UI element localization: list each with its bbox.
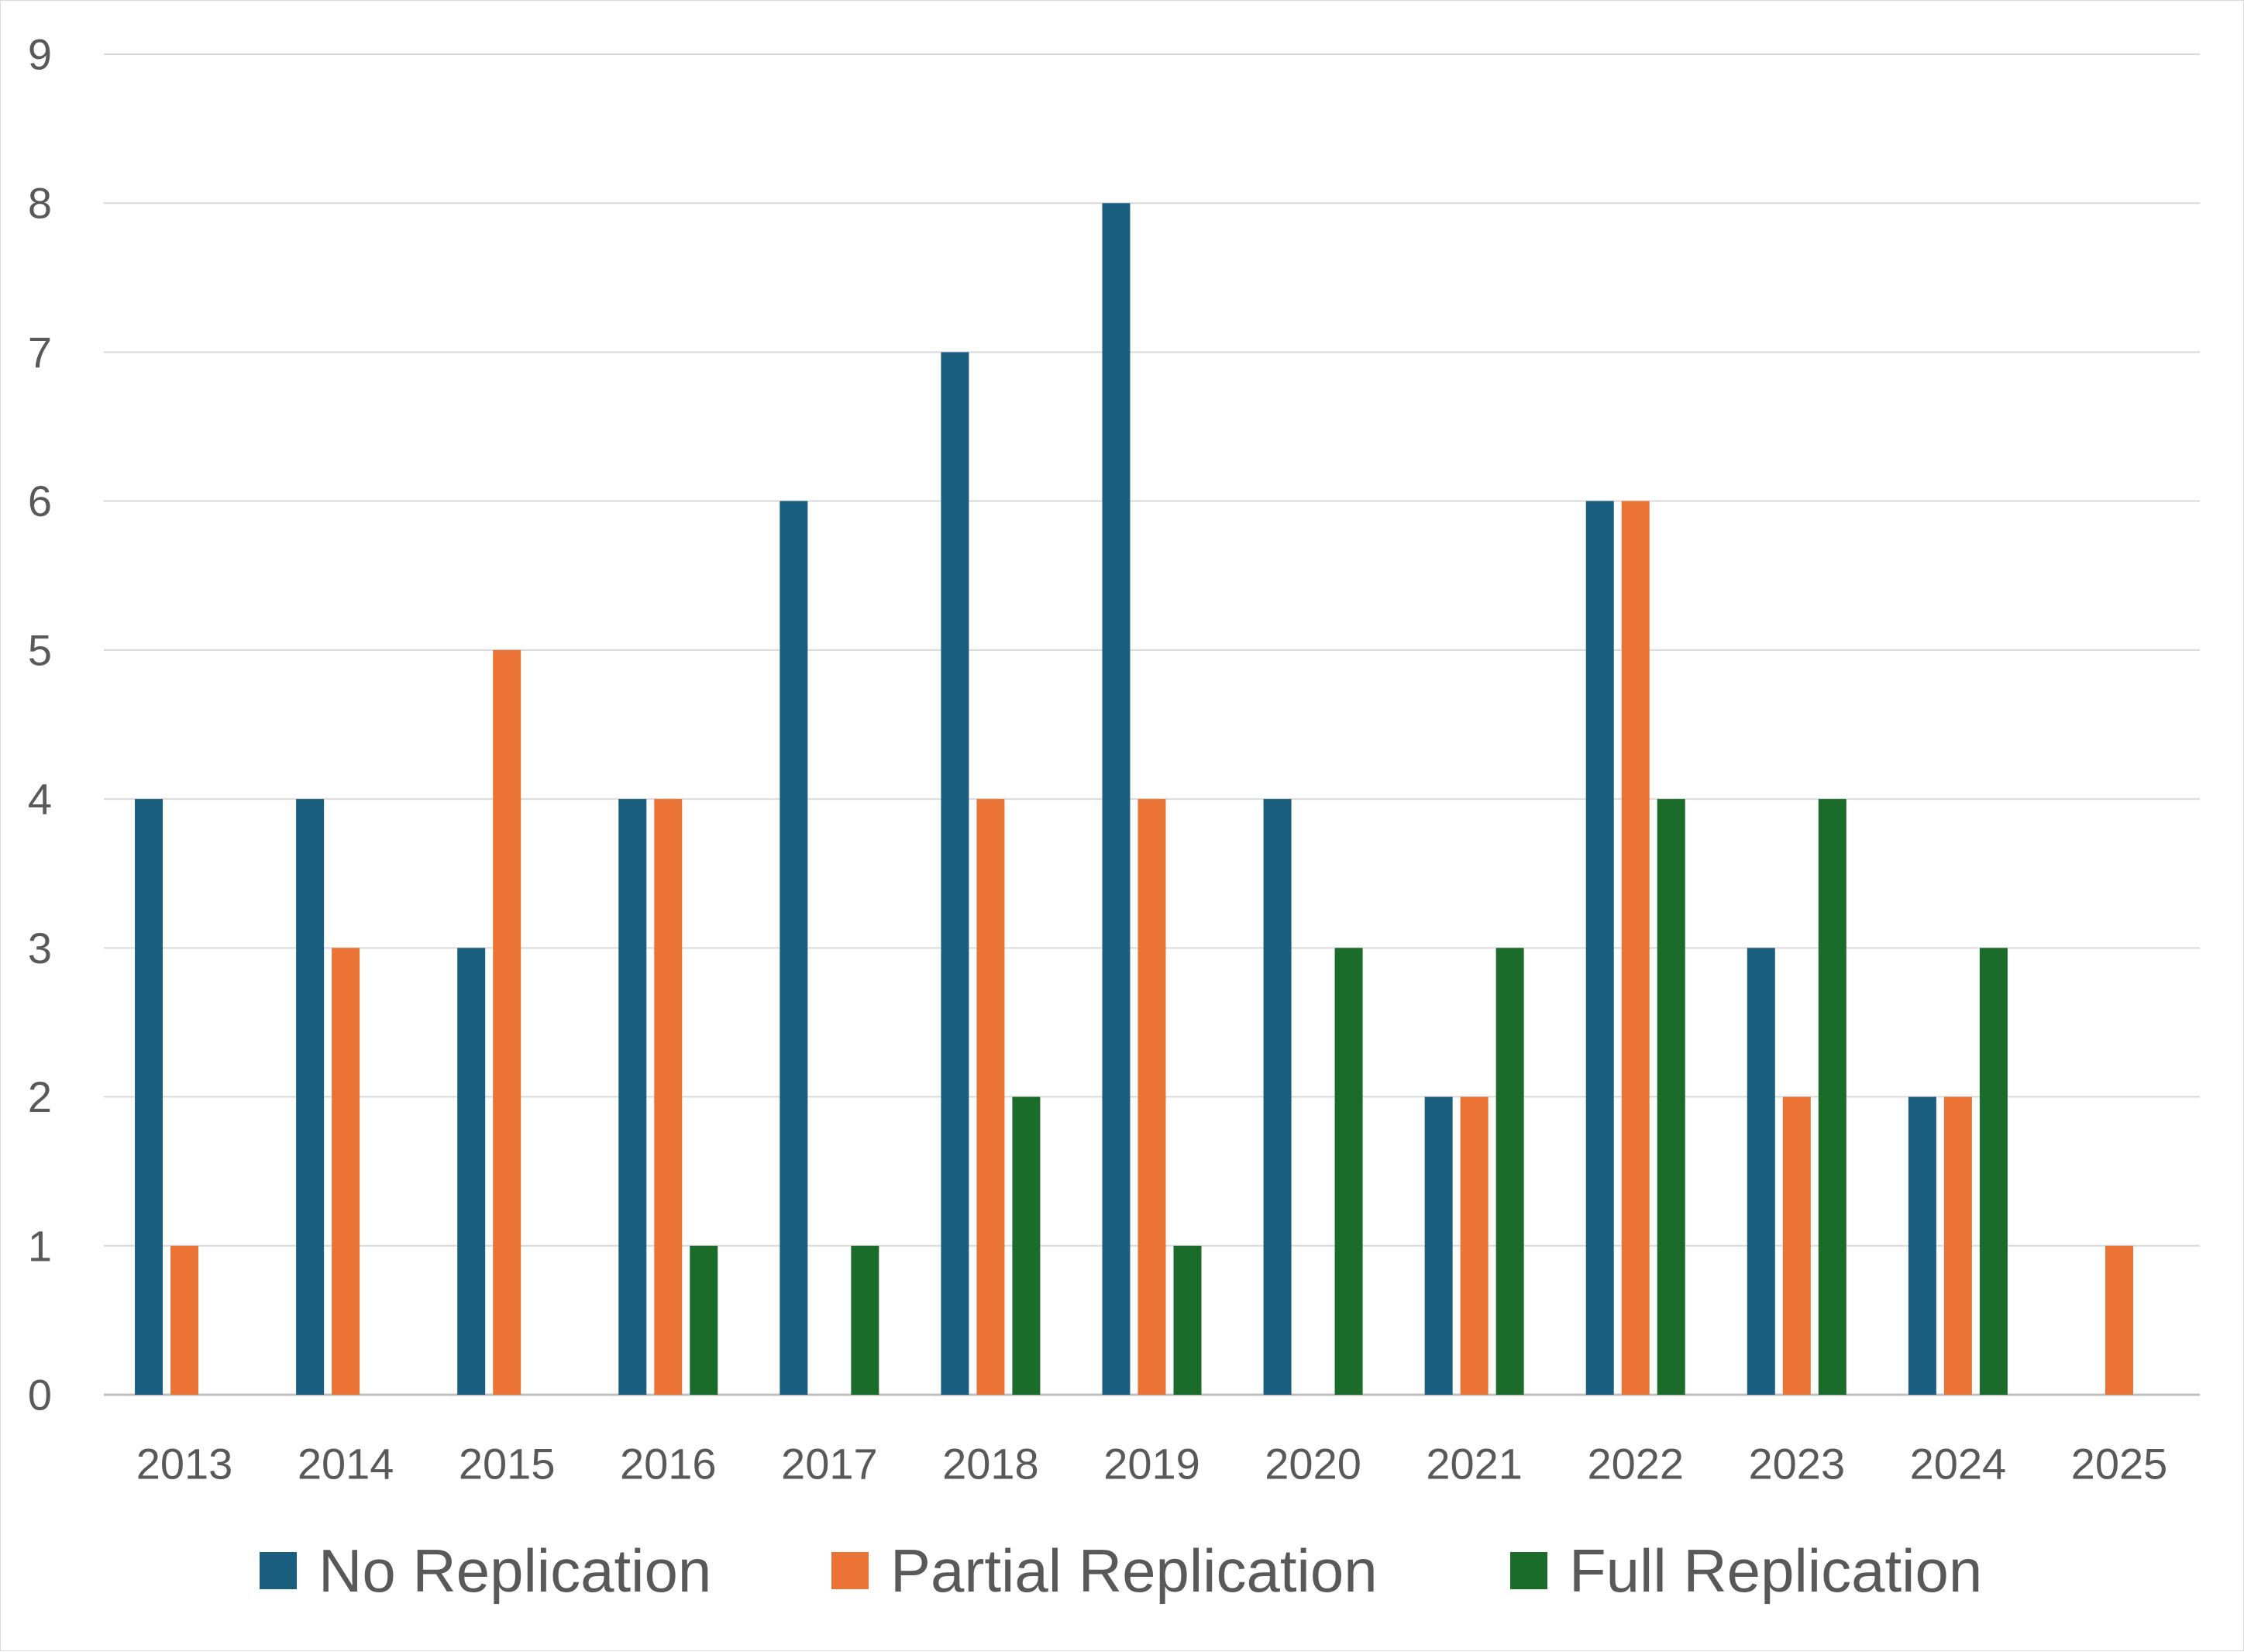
bar-partial-replication-2024 [1943, 1096, 1972, 1395]
bar-no-replication-2022 [1585, 501, 1614, 1395]
bar-partial-replication-2025 [2105, 1245, 2133, 1395]
x-tick-label: 2017 [781, 1440, 878, 1489]
legend-swatch-full-replication [1510, 1552, 1547, 1589]
y-tick-label: 8 [28, 179, 52, 228]
x-tick-label: 2014 [298, 1440, 394, 1489]
bar-partial-replication-2022 [1621, 501, 1650, 1395]
bar-full-replication-2018 [1012, 1096, 1041, 1395]
bar-full-replication-2023 [1818, 799, 1846, 1395]
y-tick-label: 0 [28, 1371, 52, 1420]
bar-partial-replication-2021 [1460, 1096, 1489, 1395]
bar-partial-replication-2016 [654, 799, 683, 1395]
x-tick-label: 2020 [1265, 1440, 1361, 1489]
legend-swatch-no-replication [260, 1552, 297, 1589]
y-tick-label: 5 [28, 625, 52, 674]
y-tick-label: 7 [28, 328, 52, 377]
x-tick-label: 2019 [1103, 1440, 1200, 1489]
bar-full-replication-2022 [1657, 799, 1685, 1395]
bar-full-replication-2016 [690, 1245, 718, 1395]
y-tick-label: 9 [28, 30, 52, 79]
bar-no-replication-2020 [1263, 799, 1292, 1395]
x-tick-label: 2018 [942, 1440, 1039, 1489]
bar-no-replication-2021 [1424, 1096, 1453, 1395]
bar-partial-replication-2013 [170, 1245, 199, 1395]
bar-full-replication-2019 [1173, 1245, 1202, 1395]
bar-partial-replication-2018 [976, 799, 1005, 1395]
bar-no-replication-2019 [1102, 203, 1131, 1396]
bar-no-replication-2015 [457, 948, 486, 1395]
x-tick-label: 2021 [1426, 1440, 1523, 1489]
bar-no-replication-2017 [780, 501, 808, 1395]
legend-label-no-replication: No Replication [318, 1537, 711, 1605]
bar-partial-replication-2019 [1137, 799, 1166, 1395]
bar-full-replication-2020 [1334, 948, 1363, 1395]
x-axis-tick-labels: 2013 2014 2015 2016 2017 2018 2019 2020 2021 2022… [136, 1440, 2168, 1489]
x-tick-label: 2015 [459, 1440, 556, 1489]
y-tick-label: 4 [28, 775, 52, 824]
bar-partial-replication-2014 [332, 948, 360, 1395]
bar-no-replication-2016 [618, 799, 647, 1395]
legend-label-partial-replication: Partial Replication [890, 1537, 1378, 1605]
y-tick-label: 1 [28, 1221, 52, 1270]
bar-full-replication-2017 [851, 1245, 879, 1395]
bar-no-replication-2013 [135, 799, 163, 1395]
x-tick-label: 2024 [1910, 1440, 2007, 1489]
x-tick-label: 2013 [136, 1440, 233, 1489]
bar-no-replication-2014 [296, 799, 325, 1395]
x-tick-label: 2022 [1587, 1440, 1684, 1489]
bars [135, 203, 2133, 1396]
bar-partial-replication-2023 [1782, 1096, 1811, 1395]
legend: No Replication Partial Replication Full Re… [260, 1537, 1982, 1605]
y-tick-label: 6 [28, 477, 52, 525]
bar-no-replication-2018 [941, 352, 969, 1395]
y-axis-tick-labels: 0 1 2 3 4 5 6 7 8 9 [28, 30, 52, 1420]
bar-no-replication-2023 [1747, 948, 1775, 1395]
bar-full-replication-2021 [1495, 948, 1524, 1395]
x-tick-label: 2016 [620, 1440, 717, 1489]
legend-label-full-replication: Full Replication [1569, 1537, 1982, 1605]
y-tick-label: 2 [28, 1072, 52, 1121]
bar-no-replication-2024 [1908, 1096, 1936, 1395]
y-tick-label: 3 [28, 924, 52, 972]
x-tick-label: 2025 [2071, 1440, 2168, 1489]
legend-swatch-partial-replication [831, 1552, 869, 1589]
bar-partial-replication-2015 [493, 649, 521, 1395]
bar-full-replication-2024 [1979, 948, 2008, 1395]
x-tick-label: 2023 [1749, 1440, 1846, 1489]
